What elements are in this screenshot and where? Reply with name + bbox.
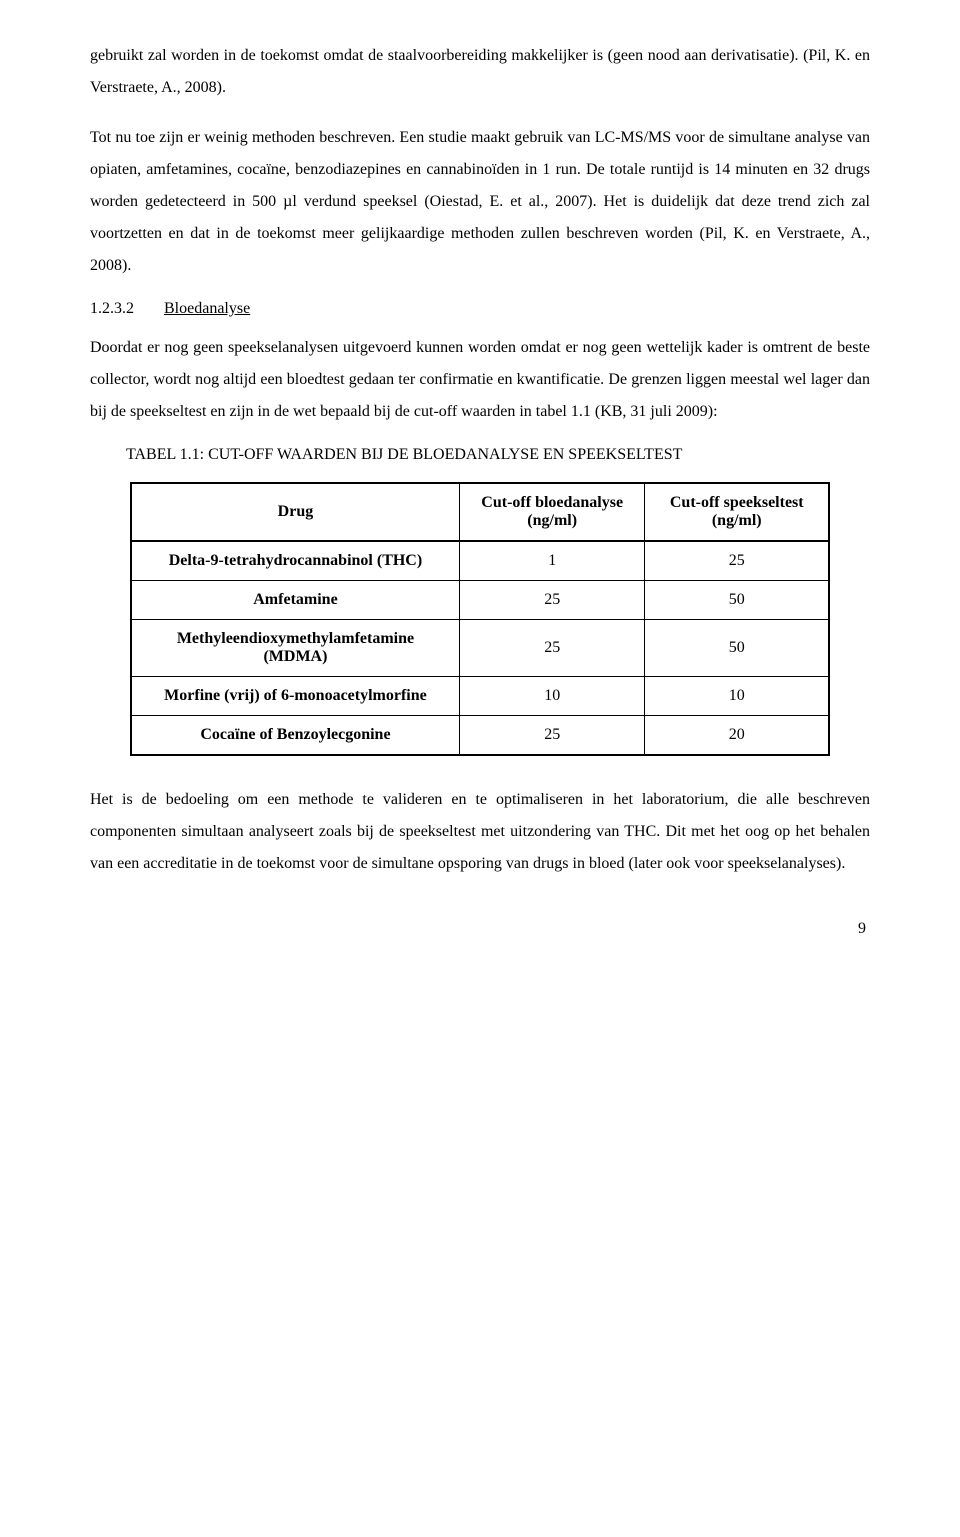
cell-drug: Morfine (vrij) of 6-monoacetylmorfine [131, 677, 459, 716]
paragraph-2: Tot nu toe zijn er weinig methoden besch… [90, 122, 870, 282]
cell-drug: Methyleendioxymethylamfetamine (MDMA) [131, 620, 459, 677]
table-header-row: Drug Cut-off bloedanalyse (ng/ml) Cut-of… [131, 483, 829, 541]
cell-blood: 25 [459, 620, 645, 677]
table-title: TABEL 1.1: CUT-OFF WAARDEN BIJ DE BLOEDA… [126, 446, 870, 464]
cell-drug: Amfetamine [131, 581, 459, 620]
cell-blood: 25 [459, 581, 645, 620]
section-heading: 1.2.3.2 Bloedanalyse [90, 300, 870, 318]
cell-saliva: 50 [645, 620, 829, 677]
cell-saliva: 50 [645, 581, 829, 620]
table-header-saliva: Cut-off speekseltest (ng/ml) [645, 483, 829, 541]
paragraph-4: Het is de bedoeling om een methode te va… [90, 784, 870, 880]
cell-blood: 1 [459, 541, 645, 581]
cell-drug: Cocaïne of Benzoylecgonine [131, 716, 459, 756]
table-header-blood: Cut-off bloedanalyse (ng/ml) [459, 483, 645, 541]
page-number: 9 [90, 920, 870, 938]
cell-saliva: 25 [645, 541, 829, 581]
document-page: gebruikt zal worden in de toekomst omdat… [0, 0, 960, 998]
section-number: 1.2.3.2 [90, 300, 160, 318]
paragraph-1: gebruikt zal worden in de toekomst omdat… [90, 40, 870, 104]
cell-saliva: 20 [645, 716, 829, 756]
cell-drug: Delta-9-tetrahydrocannabinol (THC) [131, 541, 459, 581]
table-row: Methyleendioxymethylamfetamine (MDMA) 25… [131, 620, 829, 677]
section-title: Bloedanalyse [164, 300, 250, 317]
table-header-drug: Drug [131, 483, 459, 541]
cell-saliva: 10 [645, 677, 829, 716]
table-row: Cocaïne of Benzoylecgonine 25 20 [131, 716, 829, 756]
cutoff-table: Drug Cut-off bloedanalyse (ng/ml) Cut-of… [130, 482, 830, 756]
table-row: Amfetamine 25 50 [131, 581, 829, 620]
table-row: Morfine (vrij) of 6-monoacetylmorfine 10… [131, 677, 829, 716]
table-row: Delta-9-tetrahydrocannabinol (THC) 1 25 [131, 541, 829, 581]
paragraph-3: Doordat er nog geen speekselanalysen uit… [90, 332, 870, 428]
cell-blood: 25 [459, 716, 645, 756]
cell-blood: 10 [459, 677, 645, 716]
